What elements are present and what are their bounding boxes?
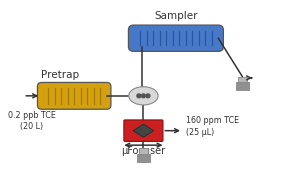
- Text: 160 ppm TCE
(25 μL): 160 ppm TCE (25 μL): [186, 116, 239, 137]
- Circle shape: [141, 94, 145, 98]
- Polygon shape: [133, 124, 154, 137]
- Circle shape: [146, 94, 150, 98]
- Text: 0.2 ppb TCE
(20 L): 0.2 ppb TCE (20 L): [8, 111, 56, 131]
- FancyBboxPatch shape: [137, 154, 150, 162]
- Circle shape: [137, 94, 141, 98]
- Ellipse shape: [129, 87, 158, 105]
- Text: Sampler: Sampler: [154, 11, 198, 21]
- FancyBboxPatch shape: [238, 77, 247, 82]
- FancyBboxPatch shape: [124, 120, 163, 141]
- FancyBboxPatch shape: [139, 148, 148, 154]
- Text: Pretrap: Pretrap: [41, 70, 79, 80]
- Text: μFocuser: μFocuser: [121, 146, 166, 156]
- FancyBboxPatch shape: [236, 82, 248, 90]
- FancyBboxPatch shape: [37, 82, 111, 109]
- FancyBboxPatch shape: [128, 25, 224, 51]
